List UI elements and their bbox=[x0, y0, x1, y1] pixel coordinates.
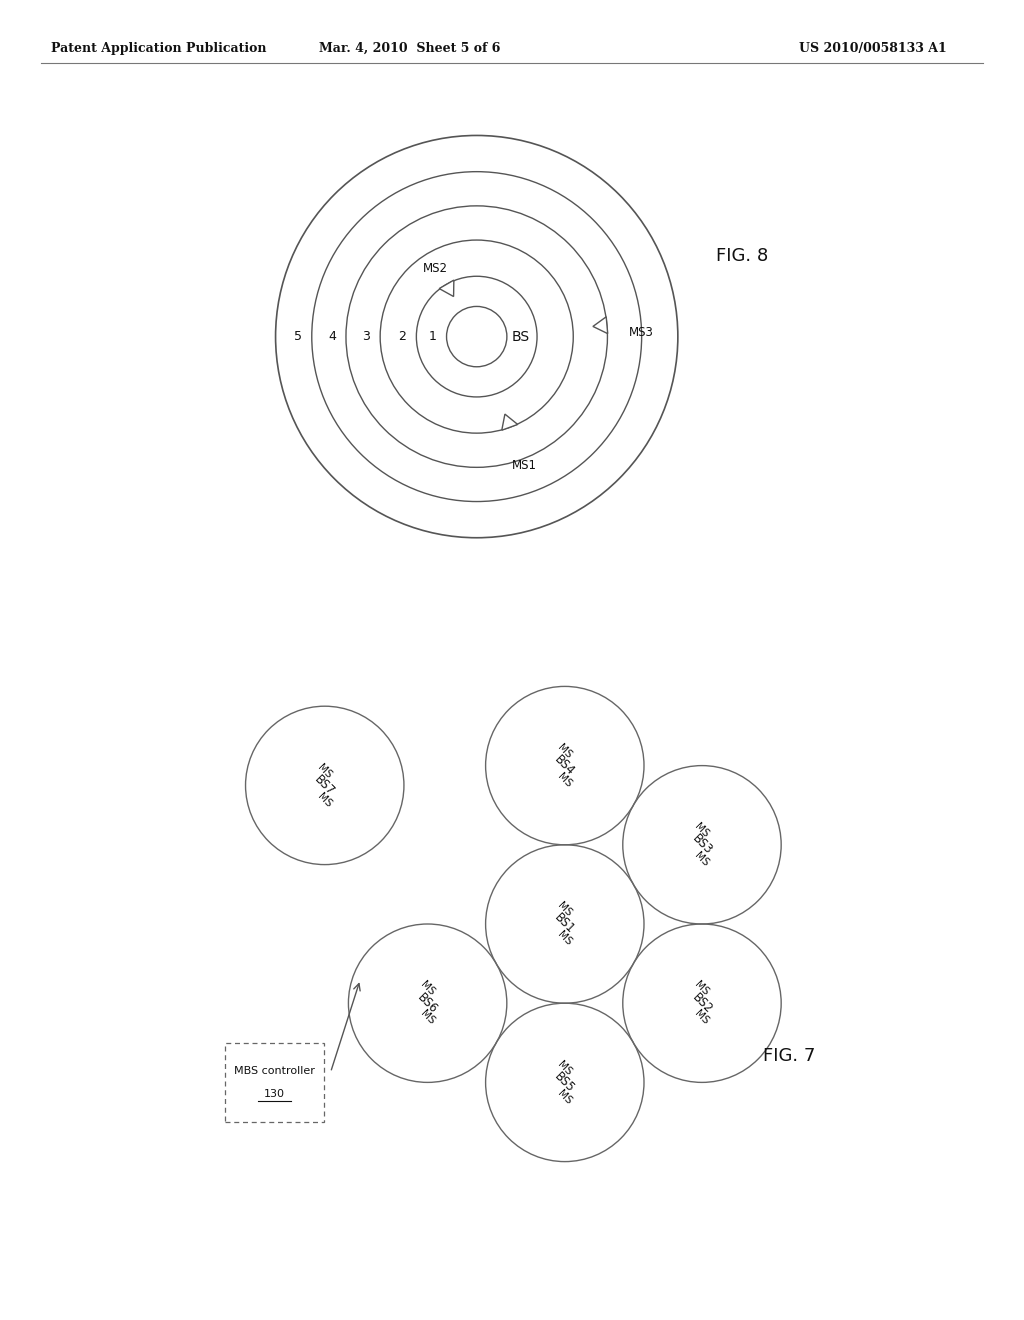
Text: 130: 130 bbox=[264, 1089, 285, 1100]
Text: FIG. 8: FIG. 8 bbox=[716, 247, 768, 265]
Text: MS2: MS2 bbox=[423, 261, 447, 275]
Text: BS4: BS4 bbox=[552, 752, 578, 779]
Text: MS: MS bbox=[556, 929, 573, 948]
Text: MS3: MS3 bbox=[629, 326, 653, 339]
Text: MS: MS bbox=[693, 979, 711, 998]
Text: MS: MS bbox=[419, 979, 436, 998]
Text: BS3: BS3 bbox=[689, 832, 715, 858]
Text: Mar. 4, 2010  Sheet 5 of 6: Mar. 4, 2010 Sheet 5 of 6 bbox=[318, 42, 501, 55]
Text: MS: MS bbox=[693, 850, 711, 869]
Text: MS1: MS1 bbox=[512, 459, 537, 473]
Text: BS6: BS6 bbox=[415, 990, 440, 1016]
Bar bbox=[225, 1043, 324, 1122]
Text: 1: 1 bbox=[429, 330, 436, 343]
Text: BS2: BS2 bbox=[689, 990, 715, 1016]
Polygon shape bbox=[439, 280, 454, 297]
Text: MS: MS bbox=[556, 742, 573, 760]
Text: BS5: BS5 bbox=[552, 1069, 578, 1096]
Polygon shape bbox=[502, 414, 518, 430]
Text: MS: MS bbox=[693, 1008, 711, 1027]
Text: Patent Application Publication: Patent Application Publication bbox=[51, 42, 266, 55]
Polygon shape bbox=[593, 317, 607, 334]
Text: MS: MS bbox=[315, 791, 334, 809]
Text: FIG. 7: FIG. 7 bbox=[763, 1047, 815, 1065]
Text: MS: MS bbox=[556, 1088, 573, 1106]
Text: BS: BS bbox=[512, 330, 530, 343]
Text: MS: MS bbox=[419, 1008, 436, 1027]
Text: BS1: BS1 bbox=[552, 911, 578, 937]
Text: MBS controller: MBS controller bbox=[233, 1065, 314, 1076]
Text: BS7: BS7 bbox=[312, 772, 337, 799]
Text: MS: MS bbox=[556, 771, 573, 789]
Text: MS: MS bbox=[556, 900, 573, 919]
Text: MS: MS bbox=[693, 821, 711, 840]
Text: 3: 3 bbox=[362, 330, 370, 343]
Text: 4: 4 bbox=[328, 330, 336, 343]
Text: MS: MS bbox=[315, 762, 334, 780]
Text: US 2010/0058133 A1: US 2010/0058133 A1 bbox=[799, 42, 946, 55]
Text: 2: 2 bbox=[398, 330, 407, 343]
Text: 5: 5 bbox=[294, 330, 302, 343]
Text: MS: MS bbox=[556, 1059, 573, 1077]
